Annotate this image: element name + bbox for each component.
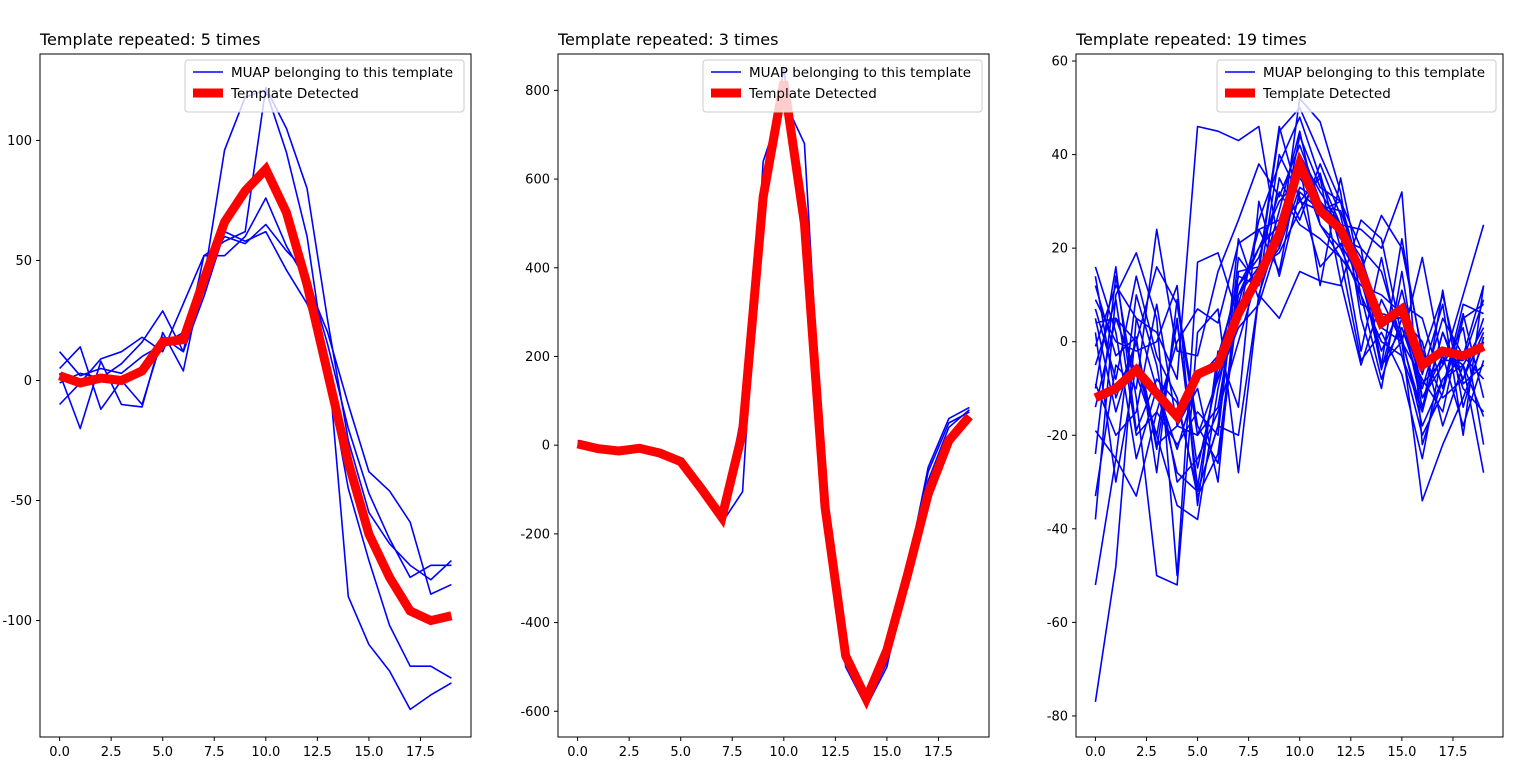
x-tick-label: 2.5 <box>101 745 122 760</box>
x-tick-label: 17.5 <box>406 745 435 760</box>
muap-line-16 <box>1094 153 1484 488</box>
x-tick-label: 17.5 <box>1438 745 1467 760</box>
legend: MUAP belonging to this template Template … <box>702 59 983 113</box>
y-tick-label: -200 <box>520 527 550 542</box>
muap-line-17 <box>1094 219 1485 493</box>
muap-line-4 <box>58 223 452 579</box>
muap-line-15 <box>1094 163 1485 474</box>
y-tick-label: 0 <box>542 439 550 454</box>
x-tick-label: 10.0 <box>251 745 280 760</box>
x-tick-label: 10.0 <box>1285 745 1314 760</box>
y-tick-label: 400 <box>525 261 550 276</box>
x-tick-label: 0.0 <box>567 745 588 760</box>
legend-box <box>702 59 983 113</box>
template-detected-line <box>576 80 973 710</box>
muap-line-5 <box>59 86 452 581</box>
y-tick-label: -20 <box>1047 429 1068 444</box>
x-tick-label: 5.0 <box>1187 745 1208 760</box>
x-tick-label: 2.5 <box>619 745 640 760</box>
chart-title: Template repeated: 19 times <box>1075 30 1307 49</box>
y-tick-label: 0 <box>24 374 32 389</box>
y-tick-label: 100 <box>7 134 32 149</box>
x-tick-label: 0.0 <box>1085 745 1106 760</box>
x-tick-label: 15.0 <box>872 745 901 760</box>
axes-frame <box>39 53 472 738</box>
legend: MUAP belonging to this template Template … <box>184 59 465 113</box>
plot-area <box>1093 97 1486 703</box>
muap-line-3 <box>577 85 970 706</box>
y-tick-label: 60 <box>1051 55 1068 70</box>
legend: MUAP belonging to this template Template … <box>1216 59 1497 113</box>
y-tick-label: -60 <box>1047 616 1068 631</box>
legend-entry-label: Template Detected <box>230 86 359 102</box>
x-tick-label: 5.0 <box>152 745 173 760</box>
legend-box <box>1216 59 1497 113</box>
y-tick-label: 200 <box>525 350 550 365</box>
x-tick-label: 17.5 <box>924 745 953 760</box>
y-tick-label: -600 <box>520 705 550 720</box>
y-tick-label: 0 <box>1060 335 1068 350</box>
template-detected-line <box>1093 150 1486 425</box>
x-tick-label: 7.5 <box>722 745 743 760</box>
y-tick-label: 40 <box>1051 148 1068 163</box>
chart-panel-3: Template repeated: 19 times 0.0 2.5 5.0 7.5 1… <box>1047 30 1504 760</box>
y-tick-label: 20 <box>1051 242 1068 257</box>
legend-entry-label: MUAP belonging to this template <box>1263 65 1485 81</box>
chart-panel-1: Template repeated: 5 times 0.0 2.5 5.0 7.5 10… <box>2 30 472 760</box>
plot-area <box>58 86 453 711</box>
axes-frame <box>1075 53 1504 738</box>
muap-line-14 <box>1094 191 1485 507</box>
y-tick-label: -400 <box>520 616 550 631</box>
x-tick-label: 10.0 <box>769 745 798 760</box>
chart-title: Template repeated: 3 times <box>557 30 778 49</box>
legend-entry-label: Template Detected <box>1262 86 1391 102</box>
y-tick-label: -100 <box>2 614 32 629</box>
y-tick-label: -50 <box>11 494 32 509</box>
y-tick-label: -40 <box>1047 522 1068 537</box>
x-tick-label: 15.0 <box>354 745 383 760</box>
x-tick-label: 12.5 <box>1336 745 1365 760</box>
muap-line-1 <box>577 98 970 708</box>
y-tick-label: 50 <box>15 254 32 269</box>
template-detected-line <box>58 161 453 626</box>
y-tick-label: -80 <box>1047 709 1068 724</box>
legend-entry-label: Template Detected <box>748 86 877 102</box>
chart-panel-2: Template repeated: 3 times 0.0 2.5 5.0 7.5 10… <box>520 30 990 760</box>
x-tick-label: 5.0 <box>670 745 691 760</box>
legend-box <box>184 59 465 113</box>
chart-title: Template repeated: 5 times <box>39 30 260 49</box>
y-tick-label: 600 <box>525 173 550 188</box>
muap-line-8 <box>1094 125 1485 483</box>
x-tick-label: 0.0 <box>49 745 70 760</box>
muap-line-3 <box>59 197 452 595</box>
plot-area <box>576 67 973 710</box>
x-tick-label: 12.5 <box>303 745 332 760</box>
x-tick-label: 7.5 <box>1238 745 1259 760</box>
x-tick-label: 12.5 <box>821 745 850 760</box>
x-tick-label: 2.5 <box>1136 745 1157 760</box>
y-tick-label: 800 <box>525 84 550 99</box>
x-tick-label: 15.0 <box>1387 745 1416 760</box>
legend-entry-label: MUAP belonging to this template <box>749 65 971 81</box>
muap-line-2 <box>59 230 452 711</box>
axes-frame <box>557 53 990 738</box>
x-tick-label: 7.5 <box>204 745 225 760</box>
legend-entry-label: MUAP belonging to this template <box>231 65 453 81</box>
